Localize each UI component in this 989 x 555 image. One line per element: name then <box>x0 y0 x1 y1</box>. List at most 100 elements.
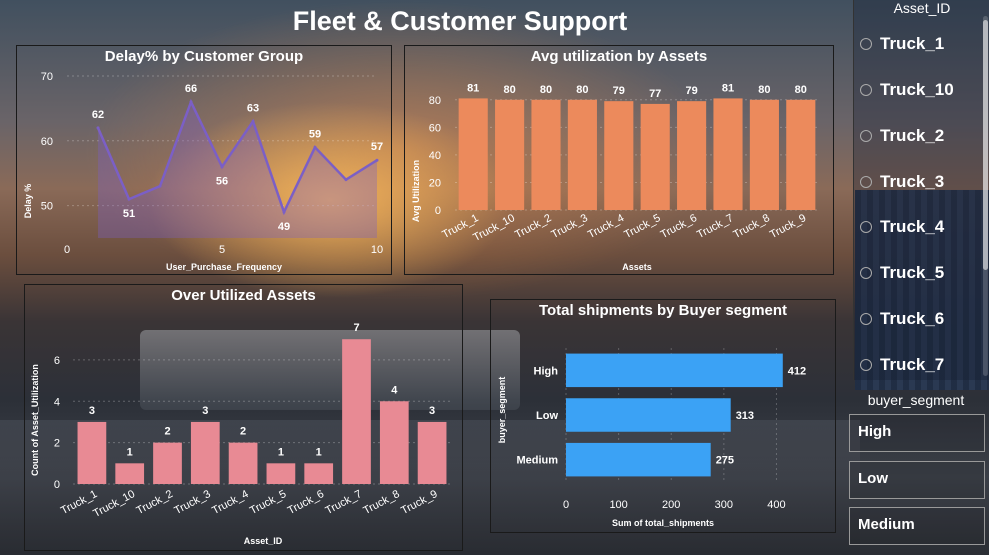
asset-slicer-item-label: Truck_4 <box>880 217 945 236</box>
util-y-tick: 60 <box>429 122 441 134</box>
delay-data-label: 56 <box>216 176 228 188</box>
segment-tile-medium[interactable]: Medium <box>849 507 985 545</box>
delay-point <box>96 126 100 130</box>
segment-tile-low[interactable]: Low <box>849 461 985 499</box>
asset-slicer-item[interactable]: Truck_2 <box>860 126 944 146</box>
asset-slicer-item[interactable]: Truck_10 <box>860 80 954 100</box>
over-data-label: 3 <box>89 405 95 417</box>
ship-chart: buyer_segment Sum of total_shipments 0 10… <box>497 348 806 528</box>
ship-chart-panel[interactable]: Total shipments by Buyer segment buyer_s… <box>490 299 836 533</box>
util-x-tick: Truck_7 <box>695 212 735 241</box>
util-x-tick: Truck_3 <box>549 212 589 241</box>
over-x-tick: Truck_7 <box>324 488 364 517</box>
ship-data-label: 412 <box>788 365 806 377</box>
delay-chart-title: Delay% by Customer Group <box>104 48 304 65</box>
over-chart: Count of Asset_Utilization Asset_ID 0 2 4 6… <box>30 322 451 546</box>
util-x-tick: Truck_2 <box>513 212 553 241</box>
over-bar <box>115 463 145 484</box>
ship-x-tick: 0 <box>563 499 569 511</box>
radio-icon[interactable] <box>860 221 872 233</box>
util-bar <box>640 103 670 210</box>
over-data-label: 7 <box>353 322 359 334</box>
over-bar <box>190 421 220 484</box>
ship-x-tick: 100 <box>609 499 627 511</box>
asset-slicer-item-label: Truck_2 <box>880 126 945 145</box>
util-data-label: 80 <box>795 84 807 96</box>
asset-slicer-item-label: Truck_6 <box>880 309 945 328</box>
ship-bar <box>566 442 711 477</box>
util-data-label: 80 <box>503 84 515 96</box>
radio-icon[interactable] <box>860 359 872 371</box>
delay-chart-panel[interactable]: Delay% by Customer Group Delay % User_Pu… <box>16 45 392 275</box>
ship-bar <box>566 353 783 388</box>
asset-slicer-scroll-thumb[interactable] <box>983 20 988 270</box>
ship-y-axis-title: buyer_segment <box>497 377 507 444</box>
delay-y-tick: 50 <box>41 201 53 213</box>
segment-slicer-header: buyer_segment <box>867 392 965 408</box>
over-bar <box>153 442 182 484</box>
radio-icon[interactable] <box>860 84 872 96</box>
delay-data-label: 66 <box>185 83 197 95</box>
radio-icon[interactable] <box>860 313 872 325</box>
util-bar <box>604 101 634 210</box>
asset-slicer-item[interactable]: Truck_7 <box>860 355 944 375</box>
over-data-label: 4 <box>391 384 398 396</box>
asset-slicer-item[interactable]: Truck_1 <box>860 34 944 54</box>
delay-y-tick: 60 <box>41 136 53 148</box>
asset-slicer-item-label: Truck_7 <box>880 355 945 374</box>
over-chart-title: Over Utilized Assets <box>171 287 316 304</box>
radio-icon[interactable] <box>860 130 872 142</box>
over-data-label: 1 <box>278 446 284 458</box>
asset-slicer[interactable]: Asset_ID Truck_1 Truck_10 Truck_2 Truck_… <box>853 0 989 380</box>
delay-data-label: 49 <box>278 221 290 233</box>
radio-icon[interactable] <box>860 176 872 188</box>
over-x-tick: Truck_8 <box>361 488 401 517</box>
over-chart-panel[interactable]: Over Utilized Assets Count of Asset_Util… <box>24 284 463 551</box>
util-bar <box>567 99 597 210</box>
util-y-tick: 40 <box>429 150 441 162</box>
over-x-tick: Truck_9 <box>399 488 439 517</box>
asset-slicer-item-label: Truck_5 <box>880 263 945 282</box>
util-bar <box>458 98 488 210</box>
over-bar <box>417 421 447 484</box>
asset-slicer-item-label: Truck_3 <box>880 172 945 191</box>
util-bar <box>531 99 561 210</box>
ship-y-tick: Low <box>536 410 558 422</box>
delay-point <box>127 197 131 201</box>
util-x-tick: Truck_9 <box>768 212 808 241</box>
segment-slicer[interactable]: buyer_segment High Low Medium <box>843 388 989 555</box>
dashboard-title: Fleet & Customer Support <box>292 6 628 36</box>
over-y-tick: 0 <box>54 479 60 491</box>
radio-icon[interactable] <box>860 267 872 279</box>
asset-slicer-item[interactable]: Truck_6 <box>860 309 944 329</box>
asset-slicer-item[interactable]: Truck_3 <box>860 172 944 192</box>
asset-slicer-item[interactable]: Truck_4 <box>860 217 944 237</box>
delay-area <box>98 101 377 238</box>
over-x-tick: Truck_2 <box>135 488 175 517</box>
util-bar <box>495 99 525 210</box>
delay-x-tick: 10 <box>371 244 383 256</box>
util-data-label: 80 <box>576 84 588 96</box>
ship-y-tick: Medium <box>516 455 558 467</box>
delay-point <box>158 184 162 188</box>
segment-tile-high[interactable]: High <box>849 414 985 452</box>
background-container <box>855 190 989 390</box>
delay-data-label: 51 <box>123 208 135 220</box>
delay-data-label: 57 <box>371 141 383 153</box>
delay-data-label: 59 <box>309 128 321 140</box>
over-data-label: 1 <box>127 446 133 458</box>
delay-data-label: 63 <box>247 102 259 114</box>
over-x-tick: Truck_5 <box>248 488 288 517</box>
radio-icon[interactable] <box>860 38 872 50</box>
ship-x-axis-title: Sum of total_shipments <box>612 518 714 528</box>
delay-point <box>375 158 379 162</box>
util-chart-panel[interactable]: Avg utilization by Assets Avg Utilizatio… <box>404 45 834 275</box>
over-data-label: 3 <box>202 405 208 417</box>
over-data-label: 2 <box>240 426 246 438</box>
over-data-label: 3 <box>429 405 435 417</box>
over-bar <box>228 442 258 484</box>
util-x-tick: Truck_8 <box>731 212 771 241</box>
over-bar <box>342 339 371 484</box>
util-data-label: 79 <box>613 85 625 97</box>
asset-slicer-item[interactable]: Truck_5 <box>860 263 944 283</box>
